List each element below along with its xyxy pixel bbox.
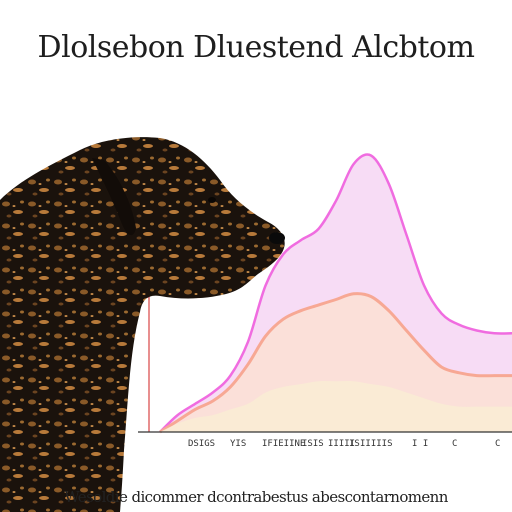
x-tick-label: IS: [349, 439, 360, 449]
area-series-group: [159, 153, 512, 434]
x-tick-label: IFIEIINE: [262, 439, 305, 449]
series-outer-line: [159, 153, 512, 433]
x-tick-label: C: [452, 439, 457, 449]
dog-body: [0, 137, 285, 512]
x-tick-label: ISIS: [302, 439, 324, 449]
dog-nose: [269, 232, 285, 244]
dog-ear: [92, 158, 136, 236]
area-inner-fill: [160, 381, 512, 432]
x-tick-label: IIIII: [328, 439, 355, 449]
x-tick-label: IIIIIS: [360, 439, 393, 449]
series-middle-line: [159, 292, 512, 434]
x-tick-label: DSIGS: [188, 439, 215, 449]
chart-caption: Wesoldie dicommer dcontrabestus abescont…: [64, 488, 448, 506]
dog-illustration: [0, 137, 285, 512]
chart-title: Dlolsebon Dluestend Alcbtom: [37, 30, 475, 65]
dog-eye: [208, 197, 216, 203]
area-middle-fill: [160, 293, 512, 432]
x-tick-label: I I: [412, 439, 428, 449]
x-tick-label: YIS: [230, 439, 246, 449]
x-tick-label: C: [495, 439, 500, 449]
